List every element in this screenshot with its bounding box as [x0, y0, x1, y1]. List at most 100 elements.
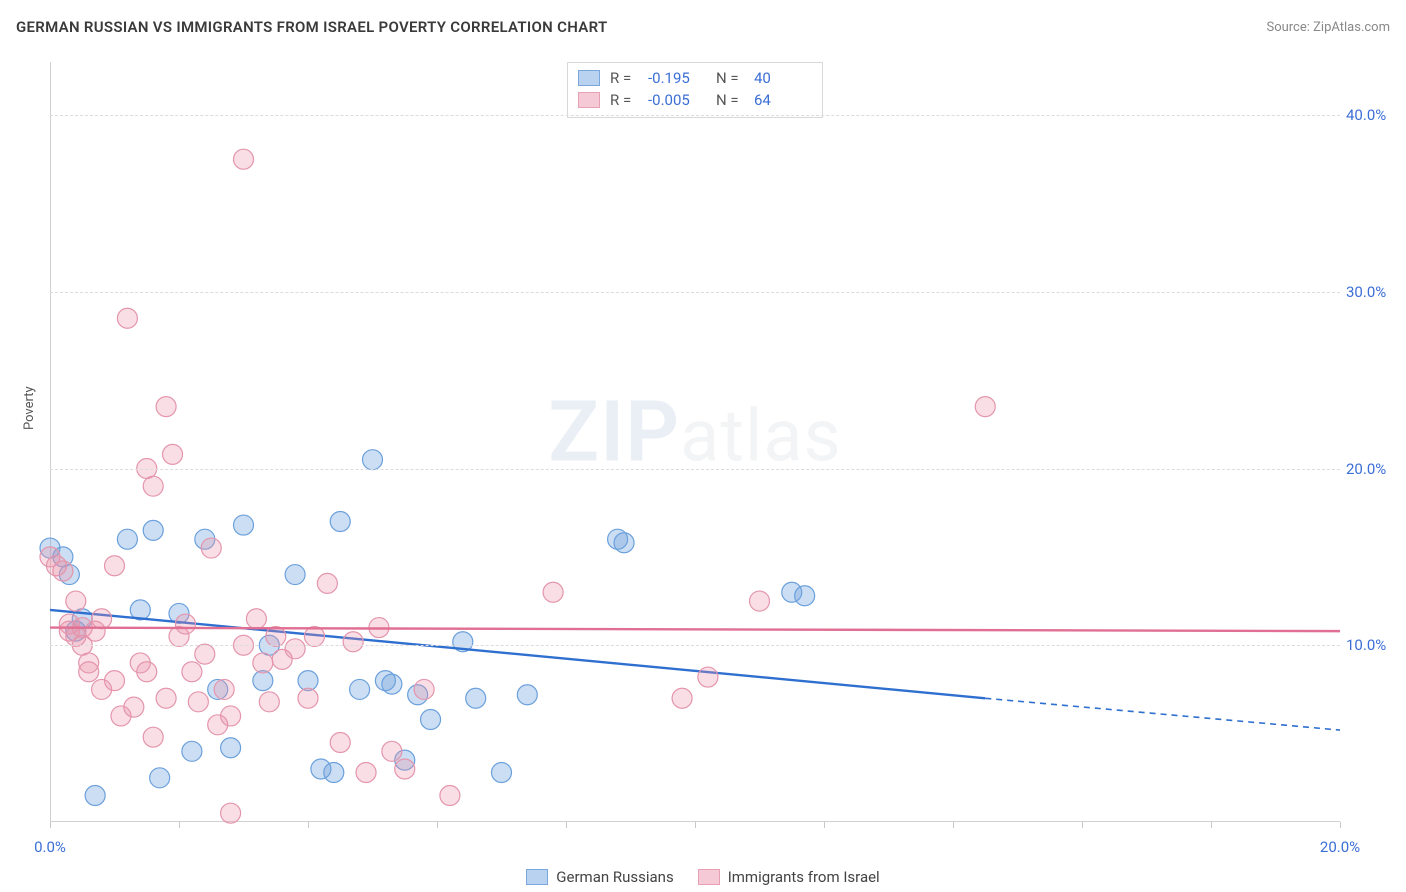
- data-point: [414, 679, 434, 699]
- ytick-label: 40.0%: [1346, 106, 1406, 124]
- data-point: [221, 706, 241, 726]
- xtick-mark: [1211, 822, 1212, 828]
- xtick-mark: [953, 822, 954, 828]
- data-point: [188, 692, 208, 712]
- n-label: N =: [716, 67, 744, 89]
- data-point: [66, 591, 86, 611]
- data-point: [253, 653, 273, 673]
- legend-series: German Russians Immigrants from Israel: [0, 868, 1406, 886]
- data-point: [698, 667, 718, 687]
- data-point: [163, 444, 183, 464]
- n-value-0: 40: [754, 67, 812, 89]
- data-point: [285, 565, 305, 585]
- xtick-mark: [1340, 822, 1341, 828]
- data-point: [195, 644, 215, 664]
- r-label: R =: [610, 67, 638, 89]
- data-point: [221, 738, 241, 758]
- data-point: [356, 763, 376, 783]
- data-point: [975, 397, 995, 417]
- data-point: [363, 450, 383, 470]
- gridline: [50, 469, 1340, 470]
- data-point: [330, 512, 350, 532]
- swatch-series-0: [578, 70, 600, 86]
- xtick-mark: [824, 822, 825, 828]
- xtick-mark: [308, 822, 309, 828]
- legend-label-0: German Russians: [556, 868, 673, 886]
- gridline: [50, 115, 1340, 116]
- data-point: [330, 732, 350, 752]
- data-point: [382, 674, 402, 694]
- data-point: [492, 763, 512, 783]
- n-label: N =: [716, 89, 744, 111]
- xtick-label: 0.0%: [34, 838, 66, 856]
- data-point: [105, 671, 125, 691]
- swatch-icon: [526, 869, 548, 885]
- ytick-label: 30.0%: [1346, 283, 1406, 301]
- data-point: [246, 609, 266, 629]
- n-value-1: 64: [754, 89, 812, 111]
- xtick-label: 20.0%: [1320, 838, 1360, 856]
- data-point: [234, 515, 254, 535]
- data-point: [440, 785, 460, 805]
- data-point: [143, 476, 163, 496]
- data-point: [175, 614, 195, 634]
- data-point: [395, 759, 415, 779]
- r-value-0: -0.195: [648, 67, 706, 89]
- ytick-label: 20.0%: [1346, 460, 1406, 478]
- header-row: GERMAN RUSSIAN VS IMMIGRANTS FROM ISRAEL…: [16, 18, 1390, 36]
- legend-correlation: R = -0.195 N = 40 R = -0.005 N = 64: [567, 62, 823, 118]
- data-point: [466, 688, 486, 708]
- data-point: [214, 679, 234, 699]
- r-value-1: -0.005: [648, 89, 706, 111]
- data-point: [750, 591, 770, 611]
- data-point: [92, 609, 112, 629]
- data-point: [350, 679, 370, 699]
- data-point: [53, 561, 73, 581]
- data-point: [143, 520, 163, 540]
- data-point: [382, 741, 402, 761]
- xtick-mark: [437, 822, 438, 828]
- data-point: [79, 653, 99, 673]
- data-point: [182, 662, 202, 682]
- data-point: [672, 688, 692, 708]
- data-point: [259, 692, 279, 712]
- data-point: [137, 662, 157, 682]
- data-point: [182, 741, 202, 761]
- data-point: [201, 538, 221, 558]
- y-axis-label: Poverty: [22, 386, 37, 430]
- data-point: [285, 639, 305, 659]
- data-point: [343, 632, 363, 652]
- chart-svg: [50, 62, 1340, 822]
- data-point: [117, 529, 137, 549]
- data-point: [234, 149, 254, 169]
- legend-item-0: German Russians: [526, 868, 673, 886]
- data-point: [221, 803, 241, 823]
- ytick-label: 10.0%: [1346, 636, 1406, 654]
- data-point: [324, 763, 344, 783]
- data-point: [150, 768, 170, 788]
- regression-line-extrap: [985, 698, 1340, 730]
- xtick-mark: [179, 822, 180, 828]
- source-label: Source: ZipAtlas.com: [1266, 20, 1390, 35]
- swatch-icon: [698, 869, 720, 885]
- data-point: [143, 727, 163, 747]
- r-label: R =: [610, 89, 638, 111]
- legend-row-0: R = -0.195 N = 40: [578, 67, 812, 89]
- data-point: [298, 671, 318, 691]
- legend-item-1: Immigrants from Israel: [698, 868, 880, 886]
- data-point: [124, 697, 144, 717]
- gridline: [50, 292, 1340, 293]
- legend-label-1: Immigrants from Israel: [728, 868, 880, 886]
- chart-title: GERMAN RUSSIAN VS IMMIGRANTS FROM ISRAEL…: [16, 18, 607, 36]
- data-point: [105, 556, 125, 576]
- data-point: [85, 785, 105, 805]
- data-point: [117, 308, 137, 328]
- xtick-mark: [1082, 822, 1083, 828]
- data-point: [317, 573, 337, 593]
- xtick-mark: [566, 822, 567, 828]
- data-point: [517, 685, 537, 705]
- data-point: [156, 688, 176, 708]
- data-point: [421, 709, 441, 729]
- data-point: [614, 533, 634, 553]
- data-point: [298, 688, 318, 708]
